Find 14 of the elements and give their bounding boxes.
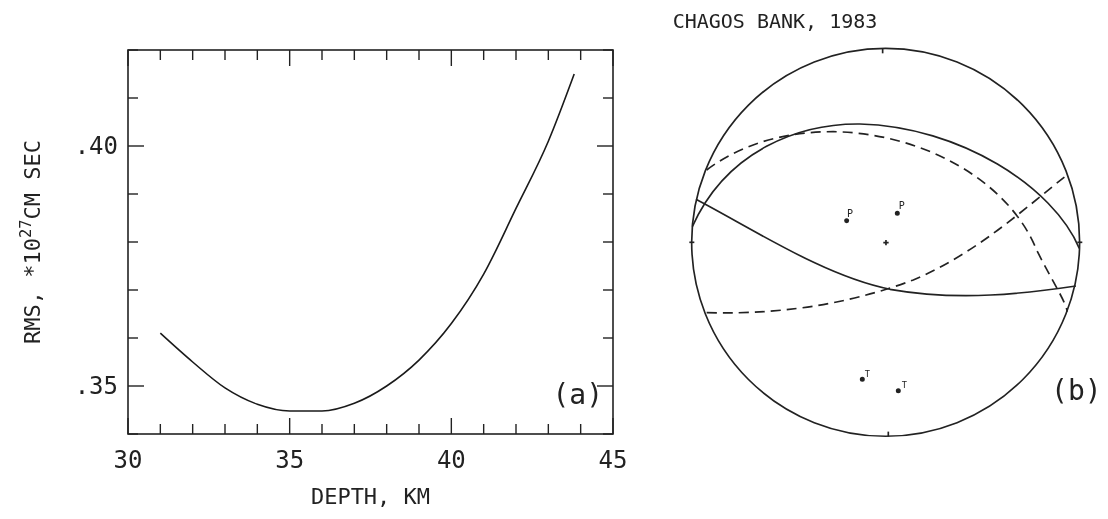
text: (b) [1051, 373, 1102, 407]
x-tick-label: 40 [436, 446, 466, 474]
x-tick-label: 35 [275, 446, 305, 474]
text: P [846, 207, 853, 219]
text: T [864, 368, 871, 379]
text: CHAGOS BANK, 1983 [672, 9, 878, 33]
y-tick-label: .35 [74, 372, 118, 400]
text: P [898, 200, 905, 212]
x-axis-title: DEPTH, KM [310, 484, 431, 509]
text: T [901, 380, 908, 391]
y-tick-label: .40 [74, 132, 118, 160]
x-tick-label: 30 [113, 446, 143, 474]
annotation: (a) [552, 378, 603, 411]
x-tick-label: 45 [598, 446, 628, 474]
